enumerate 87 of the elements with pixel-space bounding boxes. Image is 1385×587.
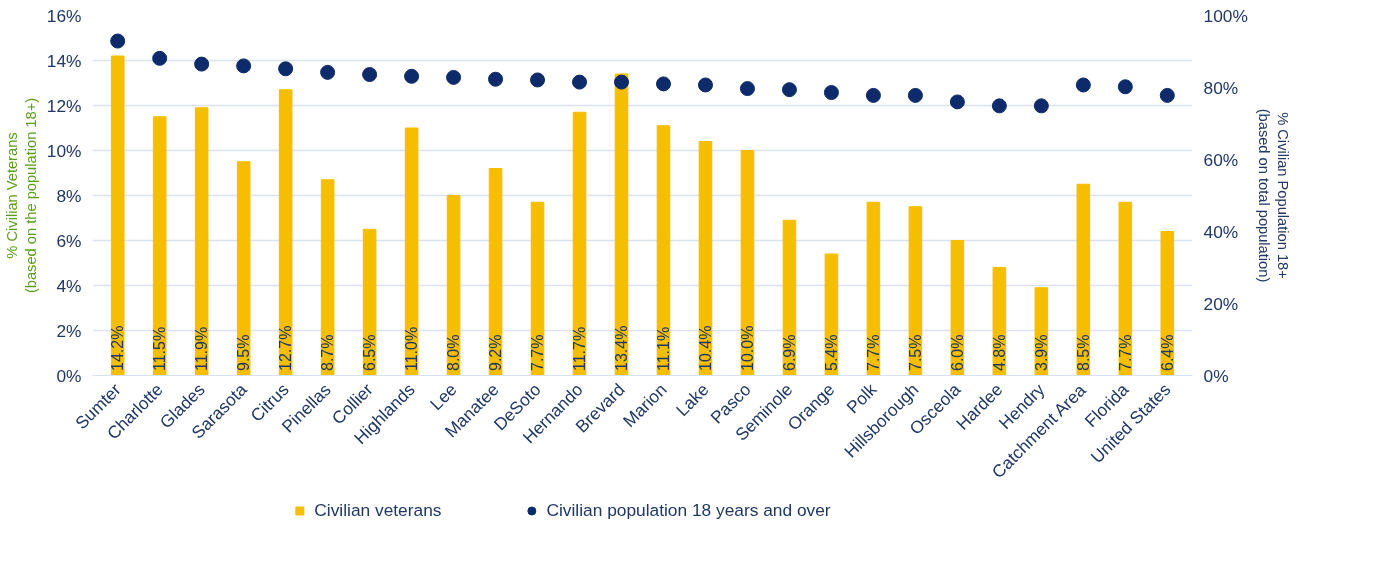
bar [908,206,923,376]
bar [320,179,335,376]
bar [866,201,881,376]
data-label: 6.4% [1158,334,1176,371]
point [488,71,504,87]
bar [278,89,293,376]
data-label: 8.7% [319,334,337,371]
y-tick-label: 8% [56,185,82,206]
data-label: 10.0% [738,325,756,371]
data-label: 6.9% [780,334,798,371]
bar [404,127,419,376]
point [404,68,420,84]
point [1075,77,1091,93]
y-tick-label: 16% [46,5,82,26]
data-label: 12.7% [277,325,295,371]
point [110,33,126,49]
point [194,56,210,72]
point [1117,79,1133,95]
data-label: 7.5% [906,334,924,371]
y2-axis-title: % Civilian Population 18+ (based on total population) [1255,108,1292,283]
bar [194,107,209,376]
data-label: 14.2% [109,325,127,371]
data-label: 10.4% [696,325,714,371]
data-label: 11.0% [403,326,421,371]
data-label: 3.9% [1032,334,1050,371]
point [278,61,294,77]
point [152,50,168,66]
bar [110,55,125,376]
y-tick-label: 14% [46,50,82,71]
data-label: 8.0% [445,334,463,371]
legend-label: Civilian veterans [314,499,442,521]
bar [488,168,503,376]
bar [1160,231,1175,376]
point [446,69,462,85]
point [823,85,839,101]
point [530,72,546,88]
y2-tick-label: 20% [1203,293,1239,314]
point [236,58,252,74]
data-label: 7.7% [864,334,882,371]
point [739,81,755,97]
data-label: 7.7% [1116,334,1134,371]
data-label: 6.5% [361,334,379,371]
y2-tick-label: 40% [1203,221,1239,242]
point [655,76,671,92]
data-label: 6.0% [948,334,966,371]
data-label: 8.5% [1074,334,1092,371]
point [1033,98,1049,114]
data-label: 11.5% [151,326,169,371]
bar [362,228,377,376]
data-label: 13.4% [613,325,631,371]
point [362,67,378,83]
point [991,98,1007,114]
y-tick-label: 6% [56,230,82,251]
point [614,74,630,90]
point [320,64,336,80]
point [949,94,965,110]
y2-tick-label: 60% [1203,149,1239,170]
data-label: 11.9% [193,326,211,371]
data-label: 11.7% [571,326,589,371]
data-label: 7.7% [529,334,547,371]
legend-label: Civilian population 18 years and over [546,499,831,521]
data-label: 9.5% [235,334,253,371]
point [781,82,797,98]
data-label: 11.1% [654,326,672,371]
point [1159,87,1175,103]
point [697,77,713,93]
point [572,74,588,90]
point [865,87,881,103]
y-tick-label: 4% [56,275,82,296]
y-tick-label: 10% [46,140,82,161]
y-tick-label: 2% [56,320,82,341]
data-label: 5.4% [822,334,840,371]
y-axis-title: % Civilian Veterans (based on the population 18+) [3,97,39,294]
data-label: 9.2% [487,334,505,371]
y-tick-label: 12% [46,95,82,116]
y2-tick-label: 0% [1203,365,1229,386]
bar [152,116,167,376]
y2-tick-label: 80% [1203,77,1239,98]
y-tick-label: 0% [56,365,82,386]
bar [782,219,797,376]
point [907,87,923,103]
bar [1076,183,1091,376]
data-label: 4.8% [990,334,1008,371]
bar [1118,201,1133,376]
bar [236,161,251,376]
y2-tick-label: 100% [1203,5,1248,26]
bar [446,195,461,376]
